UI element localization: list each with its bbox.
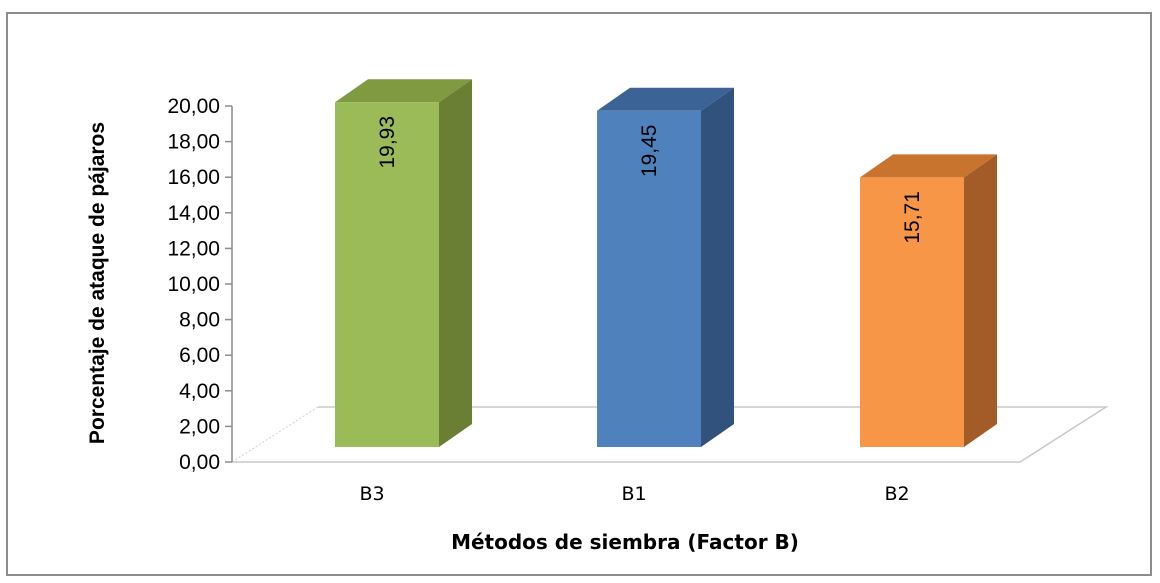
data-label: 19,45: [638, 125, 661, 178]
y-axis: 0,00 2,00 4,00 6,00 8,00 10,00 12,00 14,00 16,00…: [167, 95, 233, 474]
category-label: B3: [359, 483, 384, 505]
y-tick-label: 12,00: [167, 237, 220, 260]
category-label: B1: [621, 483, 646, 505]
x-axis-title: Métodos de siembra (Factor B): [451, 530, 799, 554]
bar-top: [597, 87, 734, 111]
y-tick-label: 20,00: [167, 95, 220, 118]
y-tick-label: 16,00: [167, 166, 220, 189]
bar-B2: [860, 154, 997, 447]
data-label: 15,71: [901, 191, 924, 244]
bar-front: [597, 110, 701, 447]
bar-side: [701, 87, 734, 447]
labels: 19,93 B3 19,45 B1 15,71 B2: [359, 116, 924, 505]
data-label: 19,93: [376, 116, 399, 169]
y-tick-label: 6,00: [179, 344, 220, 367]
y-tick-label: 0,00: [179, 451, 220, 474]
y-tick-label: 2,00: [179, 415, 220, 438]
y-tick-label: 4,00: [179, 380, 220, 403]
bar-front: [335, 102, 439, 447]
y-axis-title: Porcentaje de ataque de pájaros: [86, 122, 109, 444]
bars: [335, 79, 997, 447]
bar-top: [335, 79, 472, 103]
y-tick-label: 18,00: [167, 131, 220, 154]
bar-B1: [597, 87, 734, 447]
bar-B3: [335, 79, 472, 447]
bar-side: [964, 154, 997, 447]
y-tick-label: 8,00: [179, 309, 220, 332]
category-label: B2: [884, 483, 909, 505]
bar-top: [860, 154, 997, 178]
y-tick-label: 10,00: [167, 273, 220, 296]
y-tick-label: 14,00: [167, 202, 220, 225]
bar-side: [439, 79, 472, 447]
bar-front: [860, 177, 964, 447]
floor-edge: [231, 406, 319, 463]
